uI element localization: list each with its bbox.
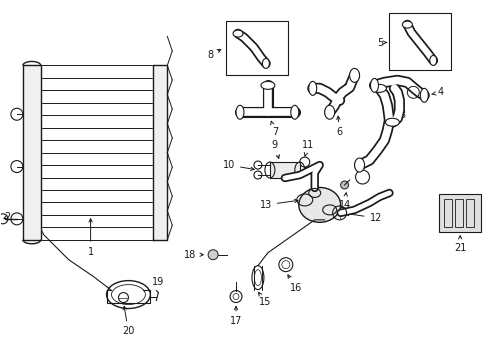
Text: 17: 17 — [229, 306, 242, 327]
Text: 2: 2 — [4, 212, 11, 222]
Circle shape — [340, 181, 348, 189]
Text: 19: 19 — [152, 276, 164, 287]
Bar — [388, 13, 450, 71]
Ellipse shape — [324, 105, 334, 119]
Ellipse shape — [349, 68, 359, 82]
Bar — [225, 21, 287, 75]
Ellipse shape — [420, 88, 427, 102]
Ellipse shape — [236, 105, 244, 119]
Ellipse shape — [429, 55, 436, 66]
Polygon shape — [23, 66, 41, 240]
Text: 8: 8 — [206, 49, 220, 60]
Text: 9: 9 — [271, 140, 279, 158]
Ellipse shape — [370, 78, 378, 92]
Ellipse shape — [372, 84, 386, 92]
Text: 12: 12 — [345, 212, 381, 223]
Text: 15: 15 — [258, 292, 270, 306]
Ellipse shape — [261, 81, 274, 89]
Text: 3: 3 — [393, 110, 405, 121]
Text: 18: 18 — [183, 250, 203, 260]
Text: 7: 7 — [270, 121, 278, 137]
Ellipse shape — [290, 105, 298, 119]
Ellipse shape — [233, 30, 243, 37]
Text: 4: 4 — [431, 87, 443, 97]
Text: 10: 10 — [223, 160, 254, 171]
Text: 20: 20 — [122, 306, 134, 336]
Bar — [443, 199, 451, 227]
Ellipse shape — [385, 118, 399, 126]
Bar — [438, 194, 480, 232]
Ellipse shape — [298, 188, 340, 222]
Text: 13: 13 — [259, 199, 297, 210]
Bar — [269, 162, 299, 178]
Text: 6: 6 — [336, 116, 342, 137]
Text: 16: 16 — [287, 275, 301, 293]
Text: 11: 11 — [301, 140, 313, 156]
Bar — [269, 162, 299, 178]
Text: 14: 14 — [338, 193, 350, 210]
Circle shape — [208, 250, 218, 260]
Ellipse shape — [354, 158, 364, 172]
Text: 21: 21 — [453, 236, 466, 253]
Text: 1: 1 — [87, 219, 94, 257]
Ellipse shape — [308, 81, 316, 95]
Ellipse shape — [402, 21, 411, 28]
Text: 5: 5 — [376, 37, 386, 48]
Ellipse shape — [262, 58, 269, 68]
Polygon shape — [153, 66, 167, 240]
Bar — [454, 199, 462, 227]
Bar — [465, 199, 473, 227]
